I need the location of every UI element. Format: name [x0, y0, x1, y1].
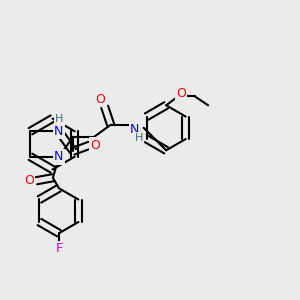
Text: H: H [55, 114, 63, 124]
Text: N: N [130, 123, 140, 136]
Text: N: N [54, 125, 64, 138]
Text: O: O [91, 139, 100, 152]
Text: O: O [95, 93, 105, 106]
Text: F: F [56, 242, 62, 255]
Text: H: H [135, 133, 143, 143]
Text: N: N [54, 150, 64, 163]
Text: O: O [24, 174, 34, 187]
Text: O: O [176, 87, 186, 100]
